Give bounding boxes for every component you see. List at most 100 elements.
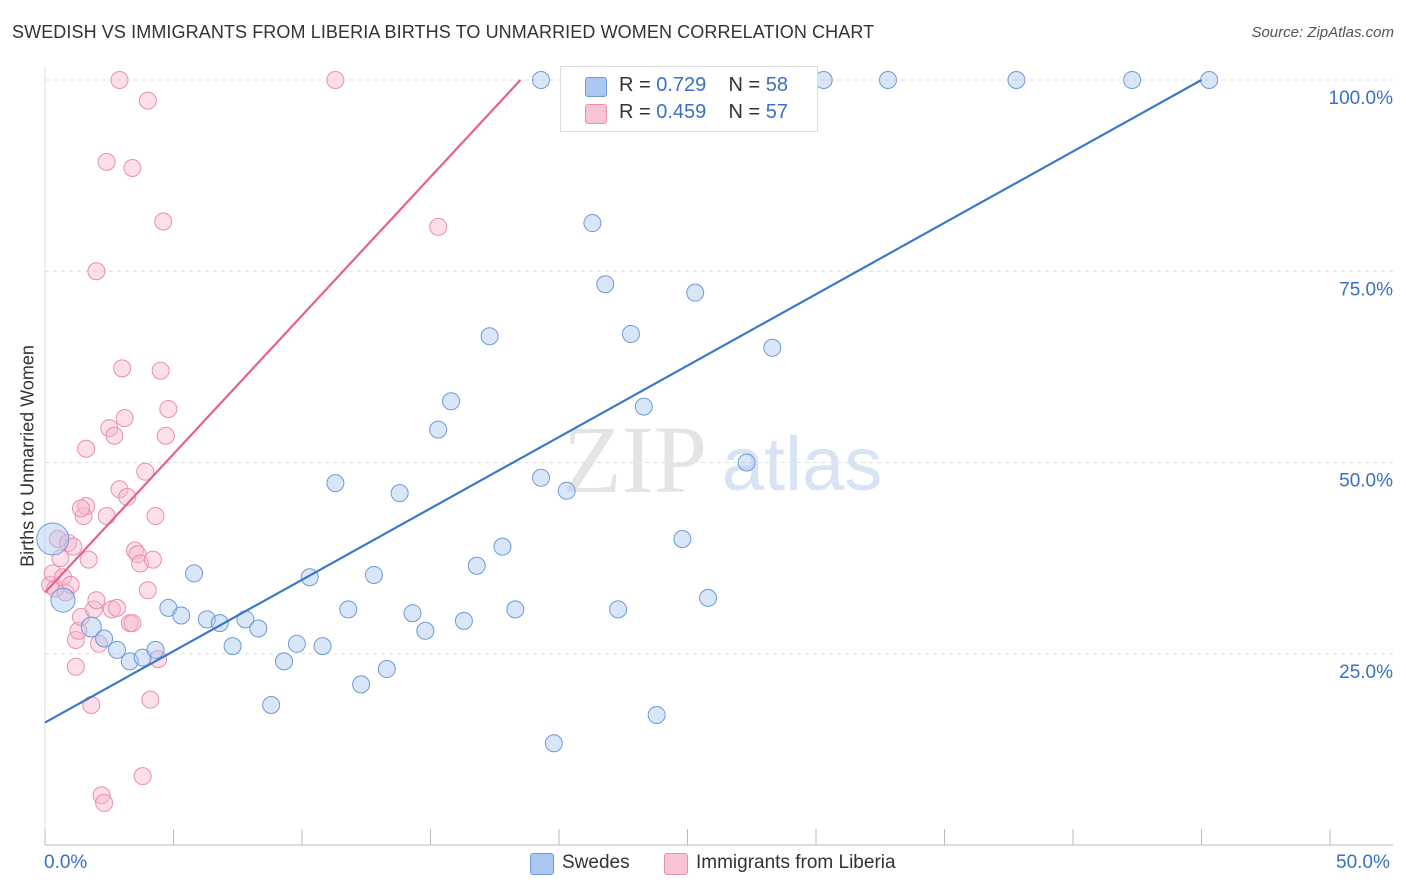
- swedes-point: [313, 637, 332, 656]
- stats-legend: R = 0.729 N = 58 R = 0.459 N = 57: [560, 66, 818, 132]
- swedes-point: [429, 420, 448, 439]
- liberia-point: [115, 409, 134, 428]
- swedes-point: [416, 621, 435, 640]
- y-tick-label: 100.0%: [1329, 88, 1394, 109]
- swedes-point: [493, 537, 512, 556]
- swedes-point: [442, 392, 461, 411]
- swedes-point: [763, 338, 782, 357]
- liberia-point: [43, 564, 62, 583]
- liberia-point: [429, 217, 448, 236]
- liberia-point: [146, 507, 165, 526]
- legend-n-label: N =: [728, 101, 766, 123]
- legend-n-value: 58: [765, 74, 789, 96]
- swedes-point: [146, 640, 165, 659]
- swedes-point: [454, 611, 473, 630]
- series-swedes-points: [36, 71, 1219, 753]
- liberia-point: [97, 507, 116, 526]
- swedes-point: [107, 640, 126, 659]
- swedes-point: [1200, 71, 1219, 89]
- swedes-point: [634, 397, 653, 416]
- swedes-point: [686, 283, 705, 302]
- liberia-point: [141, 690, 160, 709]
- liberia-point: [105, 426, 124, 445]
- swedes-point: [596, 275, 615, 294]
- liberia-point: [151, 361, 170, 380]
- liberia-point: [133, 767, 152, 786]
- liberia-point: [110, 480, 129, 499]
- watermark-zip: ZIP: [563, 406, 707, 513]
- swedes-point: [532, 468, 551, 487]
- liberia-point: [77, 439, 96, 458]
- swedes-point: [557, 481, 576, 500]
- swedes-point: [326, 474, 345, 493]
- swedes-point: [699, 588, 718, 607]
- swedes-point: [532, 71, 551, 89]
- swedes-point: [287, 634, 306, 653]
- swedes-point: [172, 606, 191, 625]
- watermark-atlas: atlas: [722, 422, 883, 507]
- swedes-point: [262, 696, 281, 715]
- liberia-point: [79, 550, 98, 569]
- liberia-point: [136, 462, 155, 481]
- swedes-point: [275, 652, 294, 671]
- legend-n-label: N =: [728, 74, 766, 96]
- legend-r-value: 0.459: [656, 101, 707, 123]
- swedes-point: [621, 324, 640, 343]
- swedes-point: [673, 530, 692, 548]
- axes: [44, 66, 1393, 846]
- swedes-point: [583, 214, 602, 233]
- liberia-point: [143, 550, 162, 569]
- legend-r-label: R =: [619, 101, 657, 123]
- swedes-point: [80, 616, 102, 638]
- y-tick-labels: 100.0% 75.0% 50.0% 25.0%: [1329, 88, 1394, 683]
- y-tick-label: 75.0%: [1339, 279, 1393, 300]
- legend-label-liberia: Immigrants from Liberia: [696, 852, 896, 873]
- liberia-point: [64, 537, 83, 556]
- liberia-point: [97, 152, 116, 171]
- y-axis-label: Births to Unmarried Women: [17, 345, 38, 567]
- swedes-point: [609, 600, 628, 619]
- swedes-point: [480, 327, 499, 346]
- legend-label-swedes: Swedes: [562, 852, 630, 873]
- liberia-point: [123, 158, 142, 177]
- y-tick-label: 50.0%: [1339, 471, 1393, 492]
- liberia-point: [87, 591, 106, 610]
- legend-swatch-blue: [585, 77, 607, 97]
- swedes-point: [737, 453, 756, 472]
- legend-swatch-swedes: [530, 853, 554, 875]
- liberia-point: [107, 598, 126, 617]
- series-liberia-points: [41, 71, 448, 812]
- swedes-point: [364, 565, 383, 584]
- legend-swatch-liberia: [664, 853, 688, 875]
- x-tick-label-min: 0.0%: [44, 852, 88, 873]
- swedes-point: [339, 600, 358, 619]
- x-tick-label-max: 50.0%: [1336, 852, 1390, 873]
- swedes-point: [249, 619, 268, 638]
- swedes-point: [647, 705, 666, 724]
- swedes-point: [36, 522, 70, 556]
- liberia-point: [138, 91, 157, 110]
- liberia-point: [113, 359, 132, 378]
- grid-lines: [45, 79, 1393, 655]
- trend-lines: [44, 79, 1203, 724]
- liberia-point: [51, 549, 70, 568]
- legend-r-value: 0.729: [656, 74, 707, 96]
- liberia-point: [87, 262, 106, 281]
- liberia-point: [159, 399, 178, 418]
- y-tick-label: 25.0%: [1339, 662, 1393, 683]
- liberia-point: [89, 634, 108, 653]
- liberia-point: [110, 71, 129, 89]
- swedes-point: [95, 629, 114, 648]
- swedes-point: [403, 604, 422, 623]
- swedes-point: [878, 71, 897, 89]
- swedes-point: [352, 675, 371, 694]
- swedes-point: [506, 600, 525, 619]
- swedes-point: [223, 637, 242, 656]
- liberia-point: [156, 426, 175, 445]
- liberia-point: [95, 793, 114, 812]
- swedes-point: [185, 564, 204, 583]
- liberia-point: [48, 530, 67, 548]
- legend-n-value: 57: [765, 101, 789, 123]
- swedes-trend-line: [44, 79, 1203, 724]
